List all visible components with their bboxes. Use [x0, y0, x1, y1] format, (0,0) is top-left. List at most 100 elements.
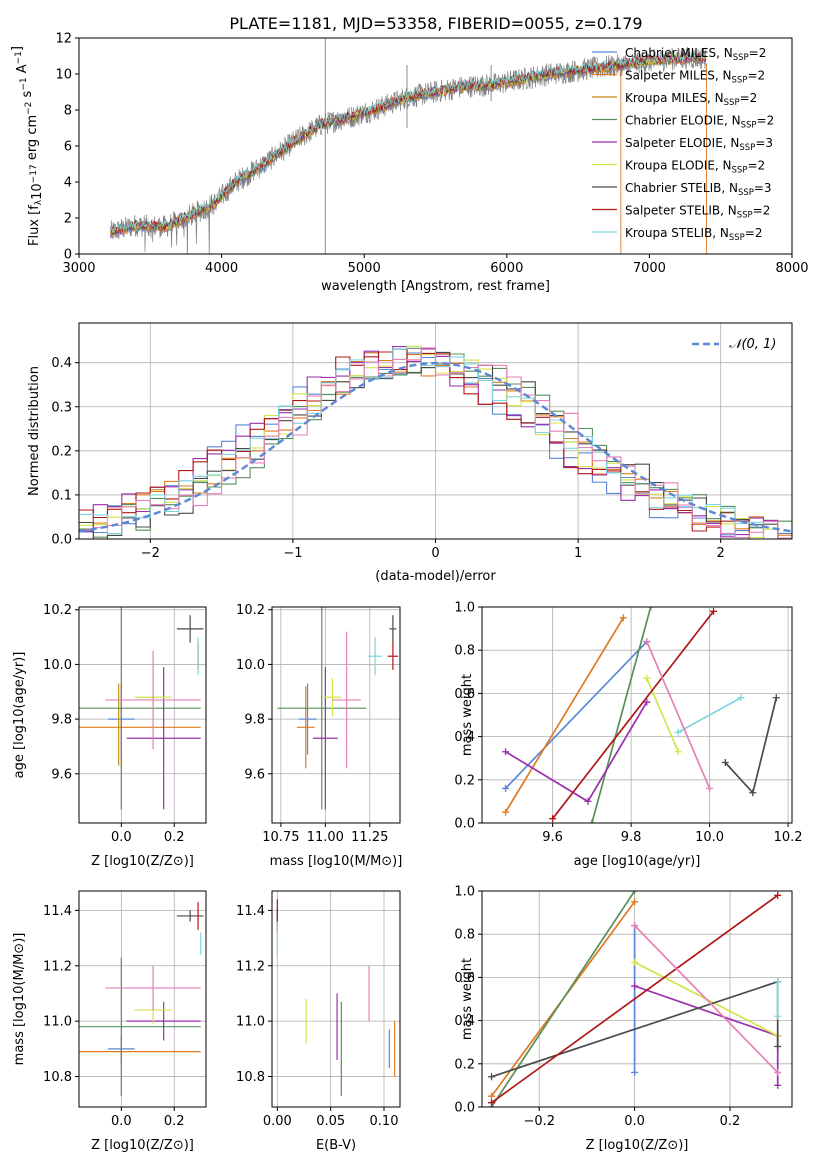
- spectrum-ytick-label: 10: [55, 68, 72, 83]
- legend-text: Chabrier STELIB, N: [625, 181, 738, 195]
- weight_vs_Z-series-marker: [631, 891, 639, 895]
- weight_vs_Z-ytick-label: 0.6: [454, 971, 475, 986]
- weight_vs_Z-xtick-label: 0.2: [720, 1114, 741, 1129]
- spectrum-xtick-label: 3000: [62, 261, 95, 276]
- weight_vs_Z-series-marker: [631, 1068, 639, 1076]
- weight_vs_Z-series-line: [490, 891, 636, 1107]
- weight_vs_Z-ytick-label: 0.2: [454, 1057, 475, 1072]
- age_vs_Z-frame: [78, 606, 207, 824]
- weight_vs_age-xtick-label: 9.6: [542, 830, 563, 845]
- mass_vs_Z-ytick-label: 11.4: [43, 904, 72, 919]
- weight_vs_Z-series-marker: [631, 982, 639, 990]
- residuals-histogram-series: [79, 347, 792, 539]
- weight_vs_age-ytick-label: 1.0: [454, 601, 475, 616]
- weight_vs_age-series-marker: [706, 784, 714, 792]
- weight_vs_Z-series-marker: [631, 898, 639, 906]
- spectrum-xtick-label: 7000: [633, 261, 666, 276]
- weight_vs_age-series-line: [646, 677, 679, 753]
- age_vs_Z-xtick-label: 0.0: [111, 830, 132, 845]
- residuals-ytick-label: 0.1: [51, 488, 72, 503]
- age_vs_Z-errorbars: [79, 607, 204, 810]
- age_vs_mass-ytick-label: 10.2: [236, 603, 265, 618]
- legend-tail: =2: [753, 204, 771, 218]
- spectrum-xtick-label: 4000: [205, 261, 238, 276]
- mass_vs_Z-xtick-label: 0.2: [164, 1114, 185, 1129]
- weight_vs_age-xtick-label: 10.2: [774, 830, 803, 845]
- weight_vs_Z-series-marker: [774, 1012, 782, 1020]
- mass_vs_Z-xtick-label: 0.0: [111, 1114, 132, 1129]
- weight_vs_age-xtick-label: 9.8: [621, 830, 642, 845]
- weight_vs_age-series-marker: [674, 728, 682, 736]
- mass_vs_ebv-xtick-label: 0.00: [263, 1114, 292, 1129]
- legend-tail: =2: [757, 114, 775, 128]
- weight_vs_age-series-line: [646, 641, 711, 789]
- weight_vs_age-frame: [481, 606, 793, 824]
- spectrum-ylabel-part: −2: [24, 102, 34, 115]
- legend-sub: SSP: [724, 98, 740, 108]
- weight_vs_age-series-line: [677, 696, 742, 734]
- spectrum-ylabel: Flux [fλ10−17 erg cm−2 s−1 A−1]: [10, 46, 45, 246]
- mass_vs_Z-errorbars: [79, 902, 204, 1096]
- spectrum-legend-label: Kroupa ELODIE, NSSP=2: [625, 159, 765, 176]
- mass_vs_ebv-frame: [271, 890, 401, 1108]
- legend-sub: SSP: [738, 188, 754, 198]
- spectrum-ytick-label: 4: [64, 176, 72, 191]
- spectrum-ytick-label: 6: [64, 140, 72, 155]
- mass_vs_ebv-xlabel: E(B-V): [316, 1138, 356, 1153]
- spectrum-frame: [78, 37, 793, 255]
- spectrum-xtick-label: 5000: [348, 261, 381, 276]
- weight_vs_age-ytick-label: 0.0: [454, 817, 475, 832]
- spectrum-ylabel-part: ]: [10, 46, 25, 51]
- mass_vs_Z-ytick-label: 10.8: [43, 1070, 72, 1085]
- weight_vs_Z-xlabel: Z [log10(Z/Z⊙)]: [586, 1138, 689, 1153]
- age_vs_Z-xlabel: Z [log10(Z/Z⊙)]: [91, 854, 194, 869]
- age_vs_mass-errorbars: [277, 607, 399, 810]
- weight_vs_age-ytick-label: 0.2: [454, 773, 475, 788]
- weight_vs_Z-ylabel: mass weight: [460, 958, 475, 1040]
- mass_vs_ebv-xtick-label: 0.05: [316, 1114, 345, 1129]
- weight_vs_age-series-line: [504, 641, 648, 789]
- weight_vs_Z-series-marker: [631, 958, 639, 966]
- weight_vs_age-xtick-label: 10.0: [695, 830, 724, 845]
- spectrum-ylabel-part: 10: [30, 183, 45, 200]
- weight_vs_Z-ytick-label: 0.0: [454, 1101, 475, 1116]
- spectrum-legend-label: Chabrier MILES, NSSP=2: [625, 46, 766, 63]
- legend-tail: =2: [747, 69, 765, 83]
- weight_vs_Z-series-marker: [488, 1099, 496, 1107]
- spectrum-legend-label: Chabrier STELIB, NSSP=3: [625, 181, 772, 198]
- spectrum-xtick-label: 6000: [490, 261, 523, 276]
- weight_vs_age-series-marker: [619, 614, 627, 622]
- weight_vs_Z-ytick-label: 1.0: [454, 885, 475, 900]
- age_vs_Z-ytick-label: 10.0: [43, 658, 72, 673]
- residuals-xtick-label: 2: [717, 546, 725, 561]
- legend-tail: =2: [745, 226, 763, 240]
- weight_vs_age-series-marker: [772, 694, 780, 702]
- spectrum-lines: [110, 38, 707, 254]
- weight_vs_age-series-marker: [502, 784, 510, 792]
- weight_vs_age-ytick-label: 0.8: [454, 644, 475, 659]
- legend-text: Kroupa STELIB, N: [625, 226, 729, 240]
- age_vs_Z-ylabel: age [log10(age/yr)]: [12, 652, 27, 779]
- weight_vs_age-series-marker: [643, 638, 651, 646]
- weight_vs_age-series-marker: [737, 694, 745, 702]
- spectrum-legend-label: Kroupa STELIB, NSSP=2: [625, 226, 763, 243]
- spectrum-legend-label: Salpeter MILES, NSSP=2: [625, 69, 765, 86]
- mass_vs_Z-frame: [78, 890, 207, 1108]
- residuals-ytick-label: 0.2: [51, 444, 72, 459]
- spectrum-ytick-label: 0: [64, 248, 72, 263]
- age_vs_mass-xtick-label: 11.00: [307, 830, 344, 845]
- weight_vs_age-series-marker: [647, 607, 655, 611]
- weight_vs_Z-frame: [481, 890, 793, 1108]
- weight_vs_Z-series-marker: [774, 891, 782, 899]
- mass_vs_Z-axes: [79, 891, 206, 1107]
- weight_vs_age-series-line: [505, 701, 648, 803]
- residuals-histogram-series: [79, 347, 792, 539]
- legend-sub: SSP: [729, 233, 745, 243]
- weight_vs_Z-series-marker: [774, 1068, 782, 1076]
- weight_vs_Z-xtick-label: −0.2: [523, 1114, 555, 1129]
- residuals-xtick-label: −1: [283, 546, 302, 561]
- spectrum-legend-label: Salpeter STELIB, NSSP=2: [625, 204, 770, 221]
- weight_vs_Z-lines: [488, 891, 782, 1107]
- residuals-legend-label: 𝒩(0, 1): [729, 337, 776, 352]
